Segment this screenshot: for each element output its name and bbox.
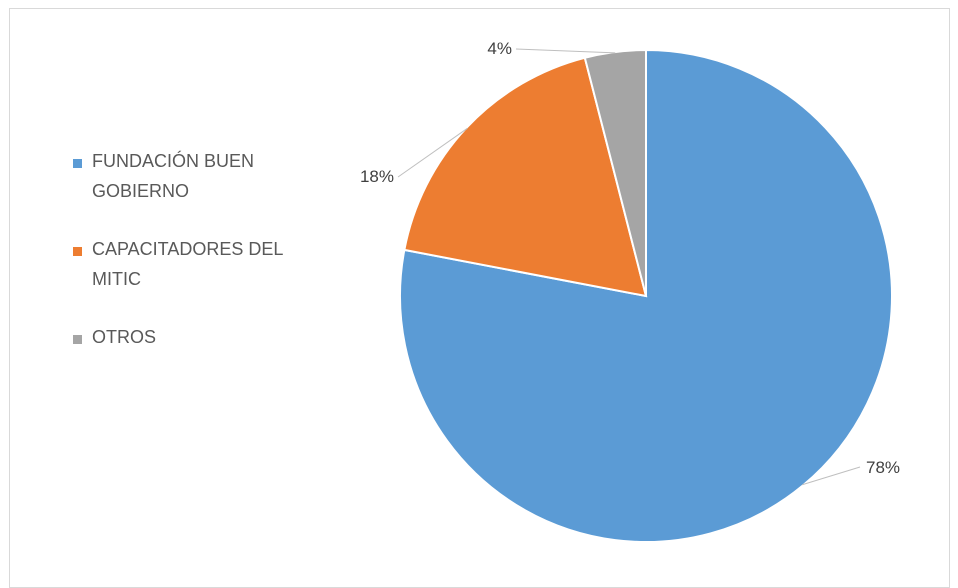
leader-line-fundacion-buen-gobierno — [802, 466, 861, 486]
data-labels: 78% 18% 4% — [360, 39, 900, 477]
pie-slice-capacitadores-del-mitic — [403, 56, 648, 298]
legend-swatch-otros — [73, 335, 82, 344]
data-label-capacitadores-del-mitic: 18% — [360, 167, 394, 186]
legend-item-fundacion-buen-gobierno: FUNDACIÓN BUEN GOBIERNO — [73, 151, 333, 206]
legend-item-otros: OTROS — [73, 327, 333, 352]
legend-label-fundacion: FUNDACIÓN BUEN GOBIERNO — [92, 151, 255, 201]
legend-swatch-capacitadores — [73, 247, 82, 256]
pie-slice-otros — [583, 48, 647, 297]
legend: FUNDACIÓN BUEN GOBIERNO CAPACITADORES DE… — [73, 151, 333, 386]
leader-lines — [397, 48, 861, 486]
leader-line-otros — [515, 48, 616, 54]
legend-label-otros: OTROS — [92, 327, 157, 347]
data-label-fundacion-buen-gobierno: 78% — [866, 458, 900, 477]
legend-label-capacitadores: CAPACITADORES DEL MITIC — [92, 239, 283, 289]
legend-item-capacitadores-del-mitic: CAPACITADORES DEL MITIC — [73, 239, 333, 294]
legend-swatch-fundacion — [73, 159, 82, 168]
pie-slices — [399, 48, 893, 543]
data-label-otros: 4% — [487, 39, 512, 58]
leader-line-capacitadores-del-mitic — [397, 127, 468, 178]
